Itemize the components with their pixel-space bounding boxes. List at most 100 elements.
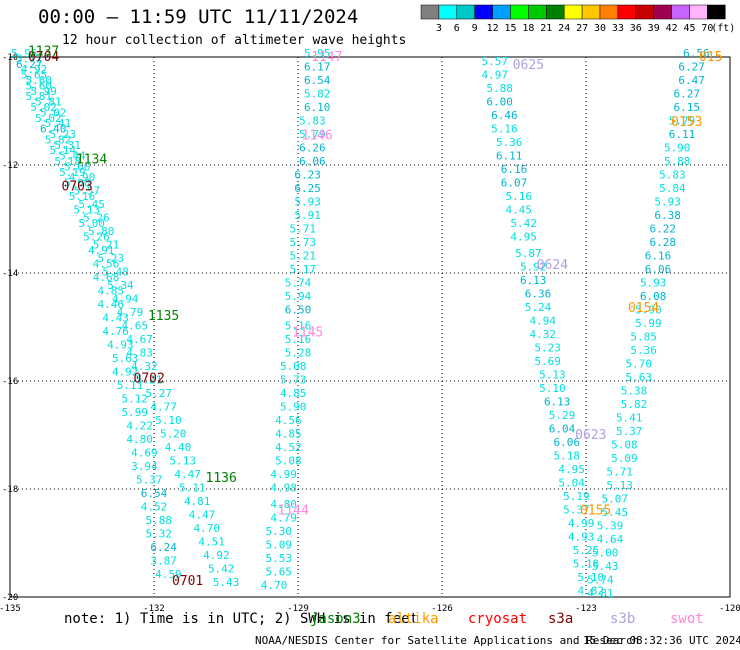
- wave-height-label: 5.18: [554, 449, 581, 462]
- wave-height-label: 5.82: [45, 133, 72, 146]
- legend-item-s3a: s3a: [548, 611, 574, 627]
- wave-height-label: 5.45: [602, 506, 629, 519]
- wave-height-label: 5.92: [520, 260, 547, 273]
- wave-height-label: 5.25: [573, 544, 600, 557]
- legend-item-altika: altika: [388, 611, 439, 627]
- latitude-tick-label: -12: [2, 161, 18, 171]
- wave-height-label: 4.70: [261, 579, 288, 592]
- wave-height-label: 5.13: [170, 455, 197, 468]
- wave-height-label: 5.08: [280, 360, 307, 373]
- legend-item-cryosat: cryosat: [468, 611, 528, 627]
- wave-height-label: 5.93: [654, 196, 681, 209]
- wave-height-label: 4.95: [510, 231, 537, 244]
- wave-height-label: 5.53: [266, 552, 293, 565]
- wave-height-label: 5.72: [16, 52, 43, 65]
- wave-height-label: 6.36: [525, 287, 552, 300]
- wave-height-label: 5.69: [534, 355, 561, 368]
- wave-height-label: 5.16: [506, 190, 533, 203]
- wave-height-label: 5.18: [54, 155, 81, 168]
- wave-height-label: 5.94: [285, 290, 312, 303]
- wave-height-label: 6.27: [674, 88, 701, 101]
- wave-height-label: 5.26: [83, 231, 110, 244]
- wave-height-label: 5.00: [64, 177, 91, 190]
- latitude-tick-label: -14: [2, 269, 18, 279]
- color-scale-label: 45: [683, 23, 695, 34]
- wave-height-label: 4.67: [126, 333, 153, 346]
- pass-time-label: 1144: [278, 504, 309, 519]
- wave-height-label: 5.90: [280, 401, 307, 414]
- wave-height-label: 5.09: [266, 538, 293, 551]
- wave-height-label: 5.31: [54, 139, 81, 152]
- wave-height-label: 5.16: [491, 123, 518, 136]
- wave-height-label: 5.13: [74, 204, 101, 217]
- wave-height-label: 6.04: [549, 422, 576, 435]
- pass-time-label: 0701: [172, 574, 203, 589]
- wave-height-label: 4.79: [117, 306, 144, 319]
- wave-height-label: 4.93: [568, 530, 595, 543]
- wave-height-label: 5.19: [563, 490, 590, 503]
- legend-item-swot: swot: [670, 611, 704, 627]
- wave-height-label: 4.52: [141, 501, 168, 514]
- wave-height-label: 5.10: [155, 414, 182, 427]
- wave-height-label: 5.91: [294, 209, 321, 222]
- wave-height-label: 4.76: [102, 325, 129, 338]
- wave-height-label: 5.83: [659, 169, 686, 182]
- wave-height-label: 5.09: [611, 452, 638, 465]
- pass-time-label: 1147: [311, 50, 342, 65]
- wave-height-label: 5.36: [630, 344, 657, 357]
- wave-height-label: 4.32: [131, 360, 158, 373]
- pass-time-label: 1136: [206, 471, 237, 486]
- wave-height-label: 4.69: [131, 447, 158, 460]
- wave-height-label: 6.06: [645, 263, 672, 276]
- color-scale-swatch: [707, 4, 726, 20]
- wave-height-label: 4.91: [88, 244, 115, 257]
- wave-height-label: 4.81: [184, 495, 211, 508]
- wave-height-label: 5.82: [304, 88, 331, 101]
- wave-height-label: 5.79: [669, 115, 696, 128]
- wave-height-label: 4.83: [126, 347, 153, 360]
- wave-height-label: 5.71: [290, 223, 317, 236]
- wave-height-label: 5.83: [299, 115, 326, 128]
- wave-height-label: 4.99: [568, 517, 595, 530]
- wave-height-label: 6.13: [520, 274, 547, 287]
- longitude-tick-label: -132: [143, 604, 165, 614]
- wave-height-label: 6.24: [150, 541, 177, 554]
- map-title: 00:00 – 11:59 UTC 11/11/2024: [38, 6, 359, 28]
- wave-height-label: 5.81: [35, 96, 62, 109]
- pass-time-label: 0704: [28, 50, 59, 65]
- wave-height-label: 4.95: [558, 463, 585, 476]
- footnote: note: 1) Time is in UTC; 2) SWH is in fe…: [64, 611, 419, 627]
- color-scale-label: 24: [558, 23, 570, 34]
- wave-height-label: 5.42: [208, 563, 235, 576]
- wave-height-label: 5.65: [266, 565, 293, 578]
- wave-height-label: 6.47: [678, 74, 705, 87]
- pass-time-label: 1135: [148, 309, 179, 324]
- wave-height-label: 5.16: [285, 333, 312, 346]
- wave-height-label: 5.37: [616, 425, 643, 438]
- wave-height-label: 4.40: [165, 441, 192, 454]
- wave-height-label: 4.47: [189, 509, 216, 522]
- wave-height-label: 5.08: [275, 455, 302, 468]
- color-scale-label: 30: [594, 23, 606, 34]
- wave-height-label: 4.32: [530, 328, 557, 341]
- wave-height-label: 6.06: [299, 155, 326, 168]
- pass-time-label: 0154: [628, 301, 659, 316]
- color-scale-unit: (ft): [711, 23, 735, 34]
- wave-height-label: 4.47: [174, 468, 201, 481]
- wave-height-label: 3.87: [150, 555, 177, 568]
- wave-height-label: 4.79: [270, 511, 297, 524]
- wave-height-label: 5.93: [294, 196, 321, 209]
- wave-height-label: 6.23: [294, 169, 321, 182]
- pass-time-label: 015: [699, 50, 722, 65]
- wave-height-label: 5.85: [630, 331, 657, 344]
- wave-height-label: 5.43: [592, 560, 619, 573]
- wave-height-label: 5.28: [285, 347, 312, 360]
- color-scale-label: 9: [472, 23, 478, 34]
- wave-height-label: 5.63: [626, 371, 653, 384]
- wave-height-label: 4.85: [98, 285, 125, 298]
- wave-height-label: 6.07: [501, 177, 528, 190]
- wave-height-label: 6.11: [496, 150, 523, 163]
- wave-height-label: 5.38: [621, 385, 648, 398]
- wave-height-label: 6.26: [299, 142, 326, 155]
- wave-height-label: 4.77: [150, 401, 177, 414]
